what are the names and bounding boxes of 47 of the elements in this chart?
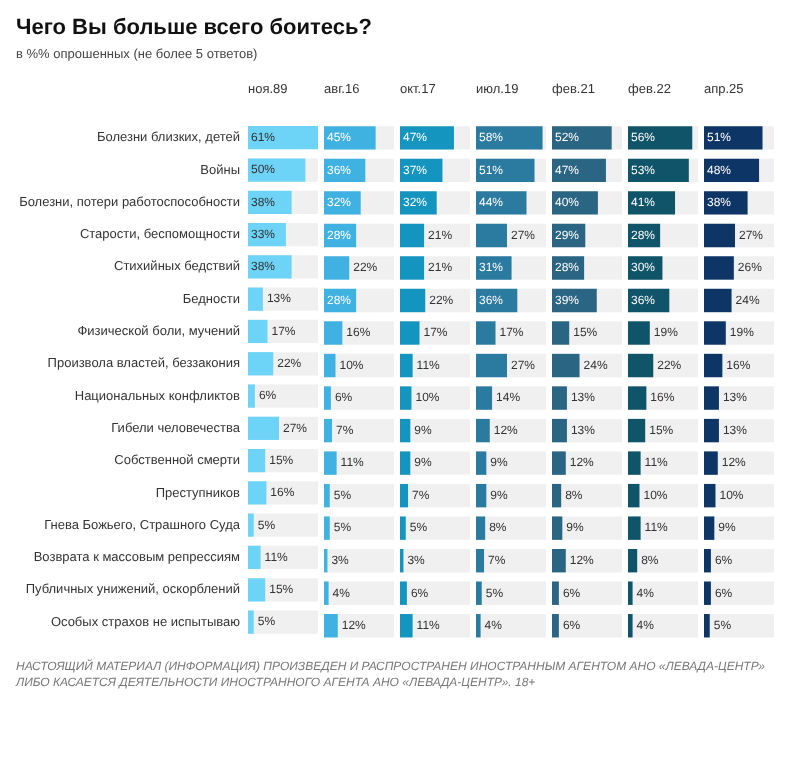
bar — [552, 386, 567, 410]
bar — [400, 581, 407, 605]
bar — [248, 545, 261, 570]
bar — [400, 516, 406, 540]
bar — [552, 418, 567, 443]
bar — [324, 353, 336, 378]
bar — [248, 513, 254, 537]
bar — [324, 516, 330, 540]
bar — [248, 287, 263, 311]
chart-title: Чего Вы больше всего боитесь? — [16, 16, 374, 40]
bar — [248, 610, 254, 634]
bar — [400, 386, 412, 410]
bar — [248, 384, 255, 408]
bar — [400, 418, 411, 443]
bar — [400, 451, 411, 475]
bar — [628, 451, 641, 475]
bar — [704, 451, 718, 475]
bar — [552, 581, 559, 605]
bar — [476, 418, 490, 443]
bar — [704, 418, 719, 443]
bar — [628, 516, 641, 540]
bar — [704, 386, 719, 410]
bar — [552, 483, 562, 508]
bar — [400, 353, 413, 378]
bar — [552, 614, 559, 638]
bar — [552, 516, 563, 540]
bar — [704, 483, 716, 508]
bar — [324, 386, 331, 410]
bar — [476, 548, 485, 573]
bar — [704, 548, 711, 573]
bar — [324, 614, 338, 638]
bar — [704, 614, 710, 638]
bar — [324, 418, 333, 443]
bar — [476, 516, 486, 540]
bar — [324, 451, 337, 475]
bar — [476, 581, 482, 605]
bar — [628, 548, 638, 573]
bar — [476, 451, 487, 475]
bar — [476, 483, 487, 508]
bar — [400, 483, 409, 508]
bar — [704, 581, 711, 605]
bar — [552, 451, 566, 475]
bar — [704, 516, 715, 540]
bar — [400, 614, 413, 638]
bar — [628, 483, 640, 508]
bar — [324, 483, 330, 508]
bar — [552, 548, 566, 573]
